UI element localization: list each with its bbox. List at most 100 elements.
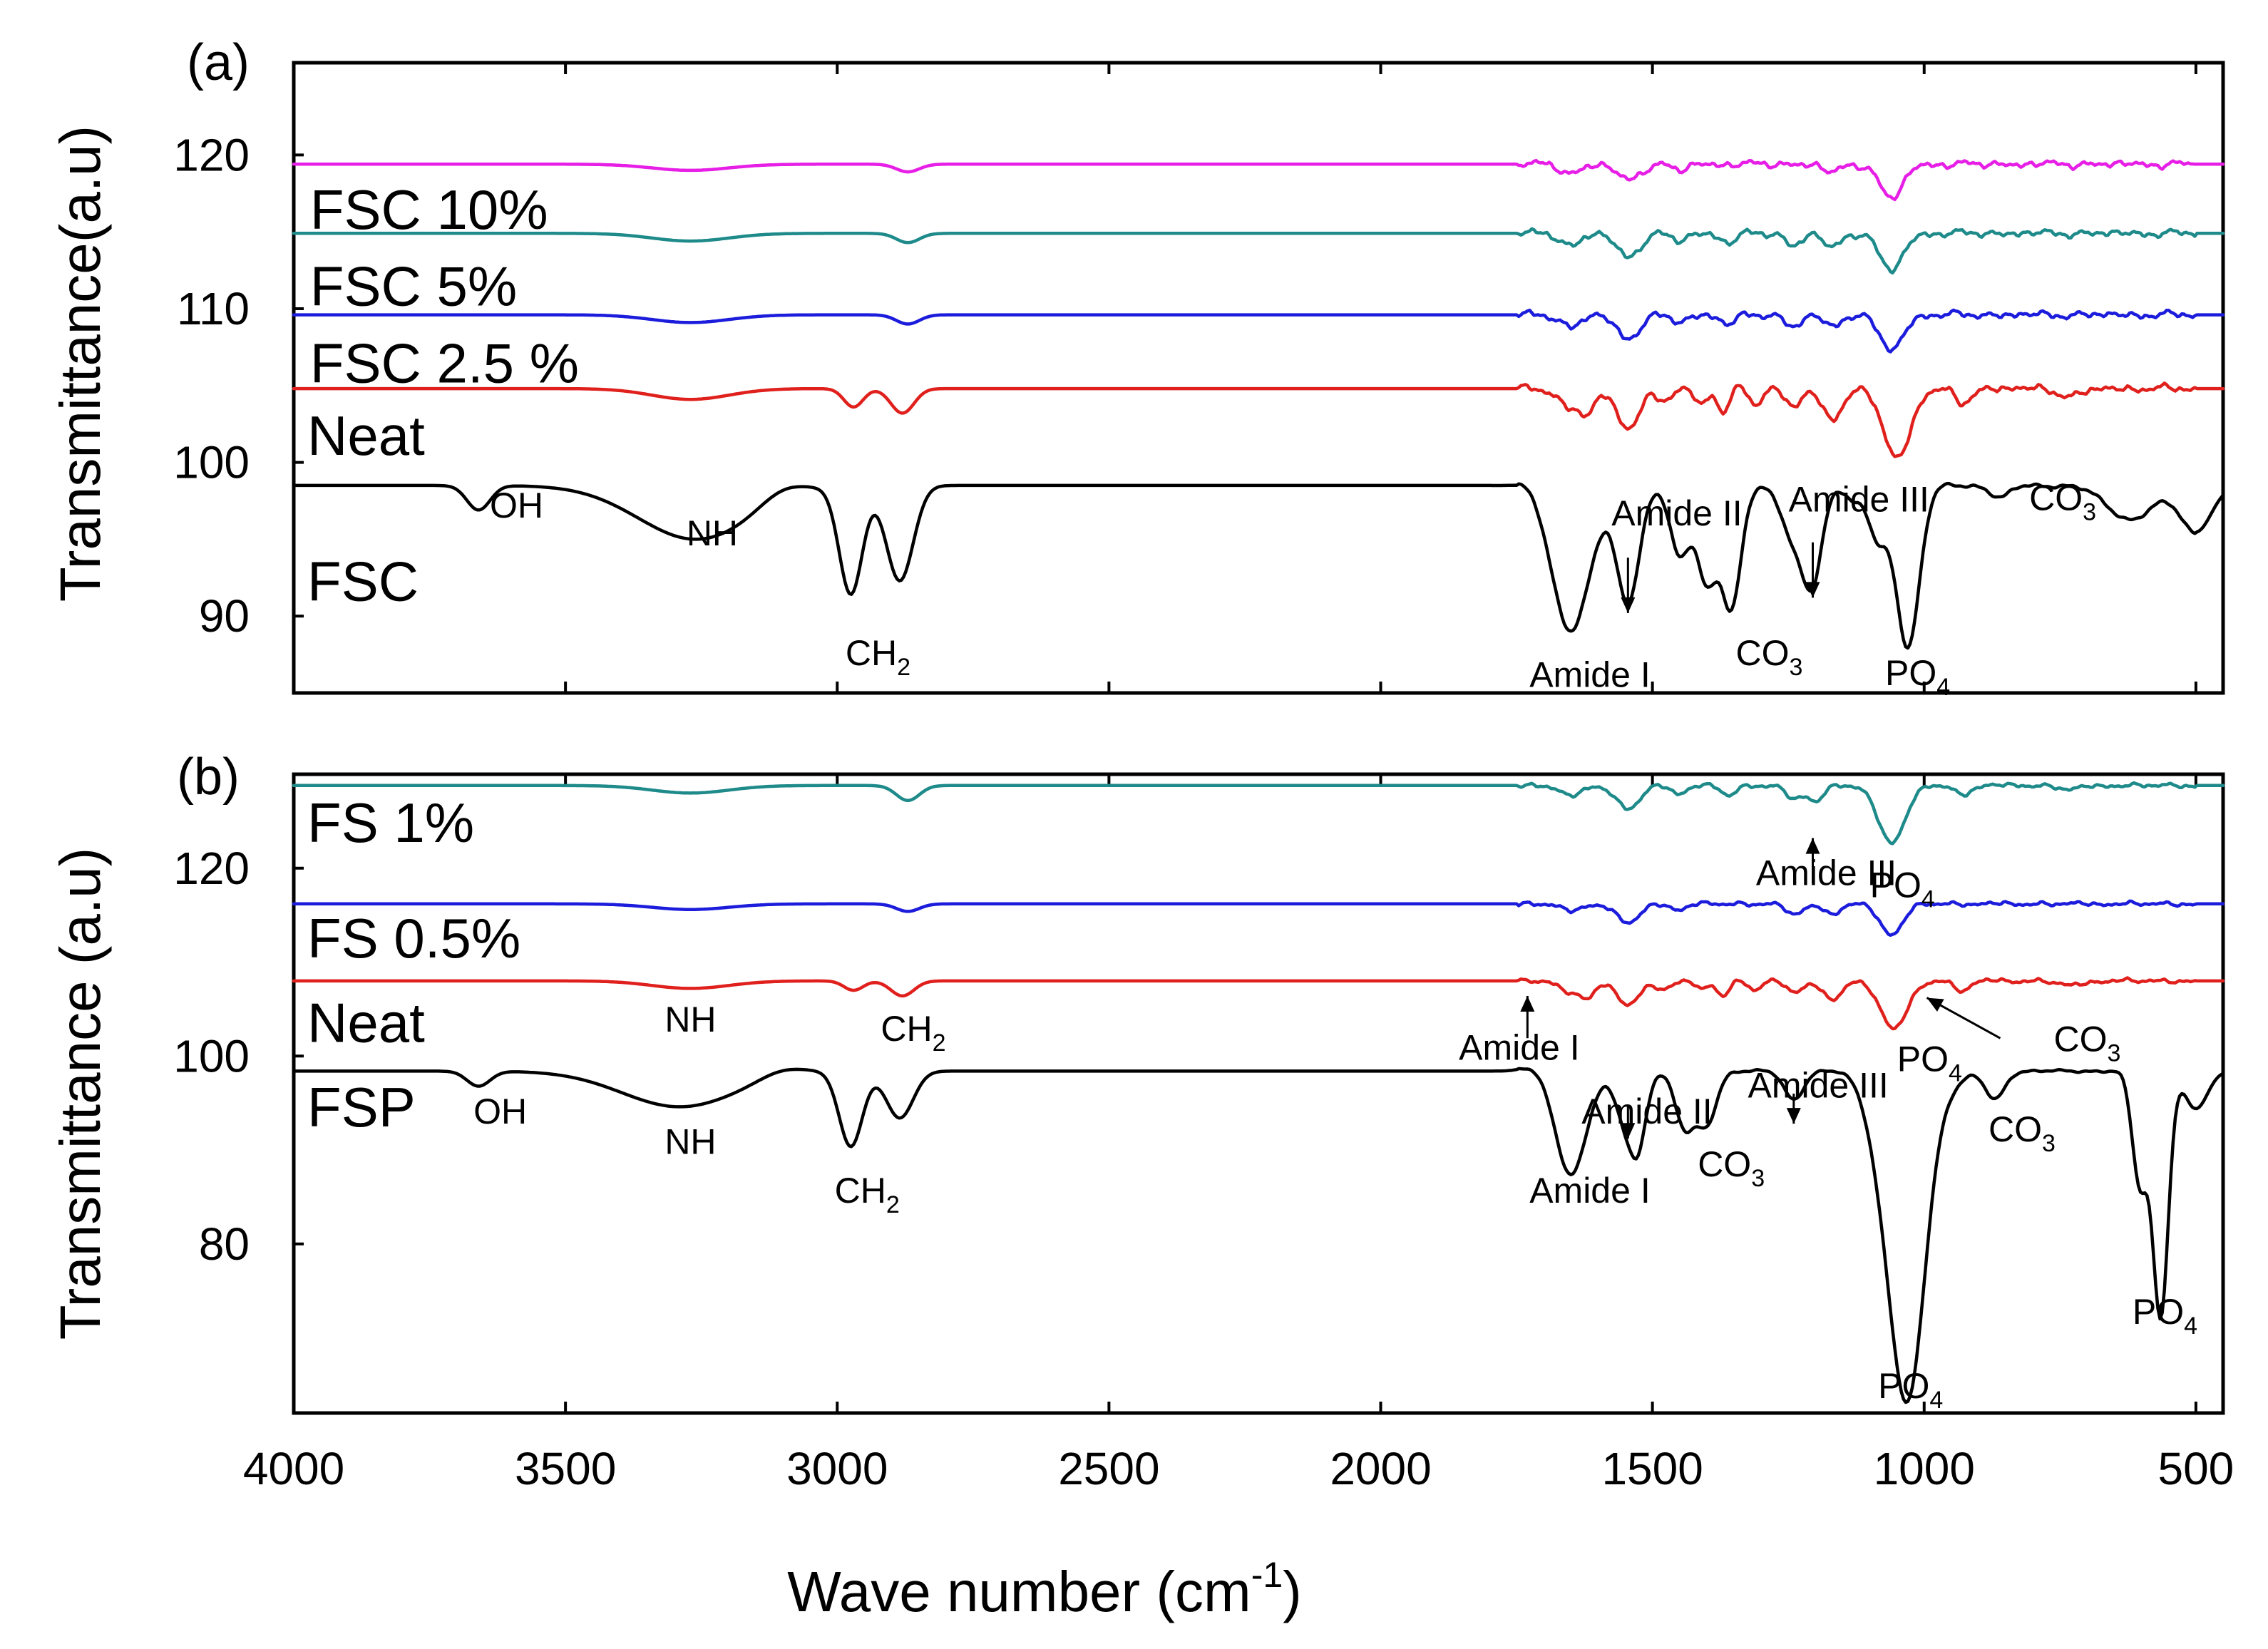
- annotation-text-a-8: PO: [1885, 653, 1936, 693]
- panel-b-label: (b): [177, 749, 240, 806]
- annotation-b-9: Amide II: [1581, 1091, 1712, 1131]
- annotation-b-1: PO4: [1870, 865, 1935, 913]
- annotation-a-8: PO4: [1885, 653, 1950, 701]
- annotation-b-4: Amide I: [1459, 1028, 1580, 1068]
- annotation-text-b-16: PO: [2133, 1292, 2184, 1332]
- annotation-sub-a-2: 2: [897, 654, 910, 681]
- annotation-text-b-7: OH: [473, 1091, 527, 1131]
- arrow-head-b-3: [1786, 1108, 1801, 1124]
- panel-a-frame: [292, 61, 2225, 695]
- arrow-head-b-0: [1805, 838, 1820, 854]
- annotation-a-3: Amide II: [1611, 493, 1742, 533]
- x-tick-label-4000: 4000: [243, 1443, 344, 1494]
- series-label-a-1: Neat: [307, 404, 425, 467]
- annotation-a-1: NH: [687, 513, 738, 553]
- annotation-text-b-14: Amide I: [1529, 1171, 1651, 1211]
- annotation-text-b-0: Amide III: [1756, 853, 1897, 893]
- series-label-a-0: FSC: [307, 550, 419, 613]
- y-tick-label-a-90: 90: [199, 590, 250, 642]
- series-line-a-fsc: [292, 481, 2225, 650]
- arrow-head-b-2: [1926, 997, 1944, 1012]
- annotation-sub-b-3: 2: [933, 1029, 946, 1057]
- annotation-a-0: OH: [490, 486, 543, 525]
- annotation-text-a-5: CO: [2029, 478, 2083, 518]
- annotation-text-b-1: PO: [1870, 865, 1921, 905]
- x-tick-label-2000: 2000: [1330, 1443, 1431, 1494]
- series-line-a-fsc-10-: [292, 158, 2225, 202]
- y-tick-label-a-120: 120: [173, 129, 250, 180]
- annotation-text-b-9: Amide II: [1581, 1091, 1712, 1131]
- panel-a-label: (a): [187, 34, 250, 91]
- series-line-a-fsc-5-: [292, 227, 2225, 275]
- annotation-sub-b-12: 3: [2042, 1130, 2056, 1157]
- annotation-sub-b-5: 4: [1949, 1059, 1962, 1087]
- series-line-b-fsp: [292, 1067, 2225, 1404]
- annotation-text-a-7: CO: [1736, 633, 1790, 673]
- series-label-a-4: FSC 10%: [310, 178, 548, 241]
- series-line-a-fsc-2-5-: [292, 308, 2225, 354]
- arrow-head-b-4: [1621, 1123, 1636, 1139]
- x-axis-title: Wave number (cm-1): [787, 1555, 1302, 1623]
- x-tick-label-500: 500: [2157, 1443, 2234, 1494]
- panel-a-series: FSC Neat FSC 2.5 % FSC 5% FSC 10%: [292, 158, 2225, 650]
- annotation-text-b-11: CO: [1698, 1144, 1751, 1184]
- series-label-a-2: FSC 2.5 %: [310, 332, 579, 394]
- annotation-text-a-0: OH: [490, 486, 543, 525]
- panel-a-ticks: 90 100 110 120: [173, 63, 2197, 693]
- series-line-a-neat: [292, 381, 2225, 458]
- series-label-a-3: FSC 5%: [310, 255, 517, 318]
- panel-b-series: FSP Neat FS 0.5% FS 1%: [292, 781, 2225, 1404]
- annotation-b-14: Amide I: [1529, 1171, 1651, 1211]
- annotation-text-a-2: CH: [846, 633, 897, 673]
- annotation-b-13: CH2: [835, 1171, 900, 1218]
- series-line-b-fs-1-: [292, 781, 2225, 846]
- annotation-a-6: Amide I: [1529, 654, 1651, 694]
- y-tick-label-a-110: 110: [177, 283, 250, 334]
- annotation-sub-b-6: 3: [2107, 1040, 2120, 1067]
- annotation-text-b-15: PO: [1878, 1366, 1929, 1406]
- annotation-text-b-5: PO: [1897, 1039, 1949, 1079]
- annotation-b-5: PO4: [1897, 1039, 1962, 1087]
- annotation-b-3: CH2: [881, 1009, 945, 1057]
- x-tick-label-1000: 1000: [1874, 1443, 1975, 1494]
- x-axis-title-main: Wave number (cm: [787, 1560, 1251, 1623]
- annotation-text-a-6: Amide I: [1529, 654, 1651, 694]
- annotation-b-16: PO4: [2133, 1292, 2197, 1340]
- annotation-sub-a-8: 4: [1936, 674, 1950, 701]
- x-axis-title-close: ): [1283, 1560, 1302, 1623]
- annotation-b-0: Amide III: [1756, 853, 1897, 893]
- x-axis-title-sup: -1: [1251, 1555, 1283, 1595]
- annotation-b-15: PO4: [1878, 1366, 1943, 1414]
- annotation-sub-b-15: 4: [1929, 1387, 1943, 1414]
- panel-b-y-axis-title: Transmittance (a.u): [48, 848, 112, 1340]
- annotation-b-7: OH: [473, 1091, 527, 1131]
- arrow-head-b-1: [1520, 995, 1535, 1012]
- annotation-a-4: Amide III: [1789, 480, 1929, 520]
- annotation-text-b-3: CH: [881, 1009, 932, 1049]
- annotation-b-2: NH: [665, 1000, 716, 1039]
- annotation-sub-a-5: 3: [2083, 498, 2096, 525]
- x-tick-label-1500: 1500: [1601, 1443, 1703, 1494]
- y-tick-label-b-100: 100: [173, 1030, 250, 1082]
- x-tick-label-3000: 3000: [786, 1443, 888, 1494]
- arrow-head-a-1: [1805, 582, 1820, 598]
- annotation-b-12: CO3: [1989, 1109, 2056, 1157]
- y-tick-label-b-80: 80: [199, 1218, 250, 1270]
- annotation-sub-b-1: 4: [1921, 886, 1935, 913]
- y-tick-label-a-100: 100: [173, 437, 250, 488]
- panel-b-frame: [292, 772, 2225, 1415]
- y-tick-label-b-120: 120: [173, 843, 250, 894]
- annotation-a-2: CH2: [846, 633, 910, 681]
- panel-b: (b) 80 100 120 FSP Neat FS 0.5% FS 1% Amide I…: [48, 749, 2225, 1415]
- annotation-sub-a-7: 3: [1790, 654, 1803, 681]
- series-label-b-0: FSP: [307, 1076, 416, 1139]
- annotation-text-a-3: Amide II: [1611, 493, 1742, 533]
- annotation-sub-b-11: 3: [1751, 1165, 1765, 1192]
- arrow-head-a-0: [1621, 597, 1636, 613]
- annotation-text-b-4: Amide I: [1459, 1028, 1580, 1068]
- annotation-text-b-10: Amide III: [1748, 1065, 1888, 1105]
